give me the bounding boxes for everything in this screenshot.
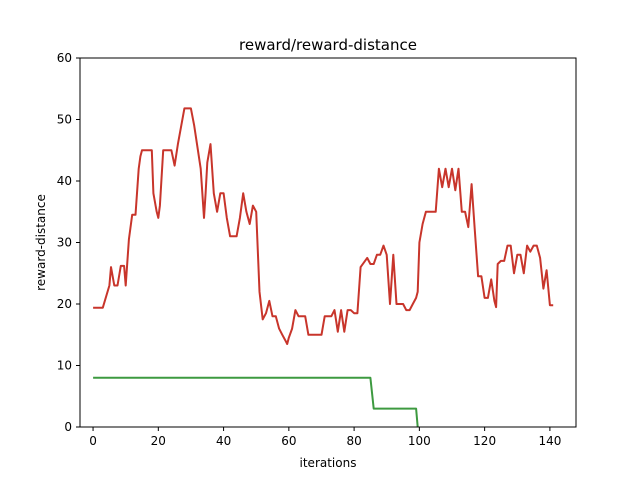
x-tick-label: 40	[216, 434, 231, 448]
y-tick-label: 20	[57, 297, 72, 311]
x-tick-label: 100	[408, 434, 431, 448]
y-tick-label: 0	[64, 420, 72, 434]
y-axis-label: reward-distance	[34, 194, 48, 291]
y-tick-label: 60	[57, 51, 72, 65]
chart-title: reward/reward-distance	[239, 36, 417, 54]
series-line-0	[93, 107, 554, 345]
x-tick-label: 80	[346, 434, 361, 448]
x-tick-label: 60	[281, 434, 296, 448]
x-tick-label: 140	[538, 434, 561, 448]
y-tick-label: 10	[57, 359, 72, 373]
x-tick-label: 0	[89, 434, 97, 448]
y-tick-label: 30	[57, 236, 72, 250]
x-tick-label: 20	[151, 434, 166, 448]
series-layer	[93, 107, 554, 428]
x-axis: 0 20 40 60 80 100 120 140	[89, 427, 561, 448]
series-line-1	[93, 376, 419, 428]
y-axis: 0 10 20 30 40 50 60	[57, 51, 80, 434]
x-axis-label: iterations	[300, 456, 357, 470]
x-tick-label: 120	[473, 434, 496, 448]
y-tick-label: 40	[57, 174, 72, 188]
y-tick-label: 50	[57, 113, 72, 127]
